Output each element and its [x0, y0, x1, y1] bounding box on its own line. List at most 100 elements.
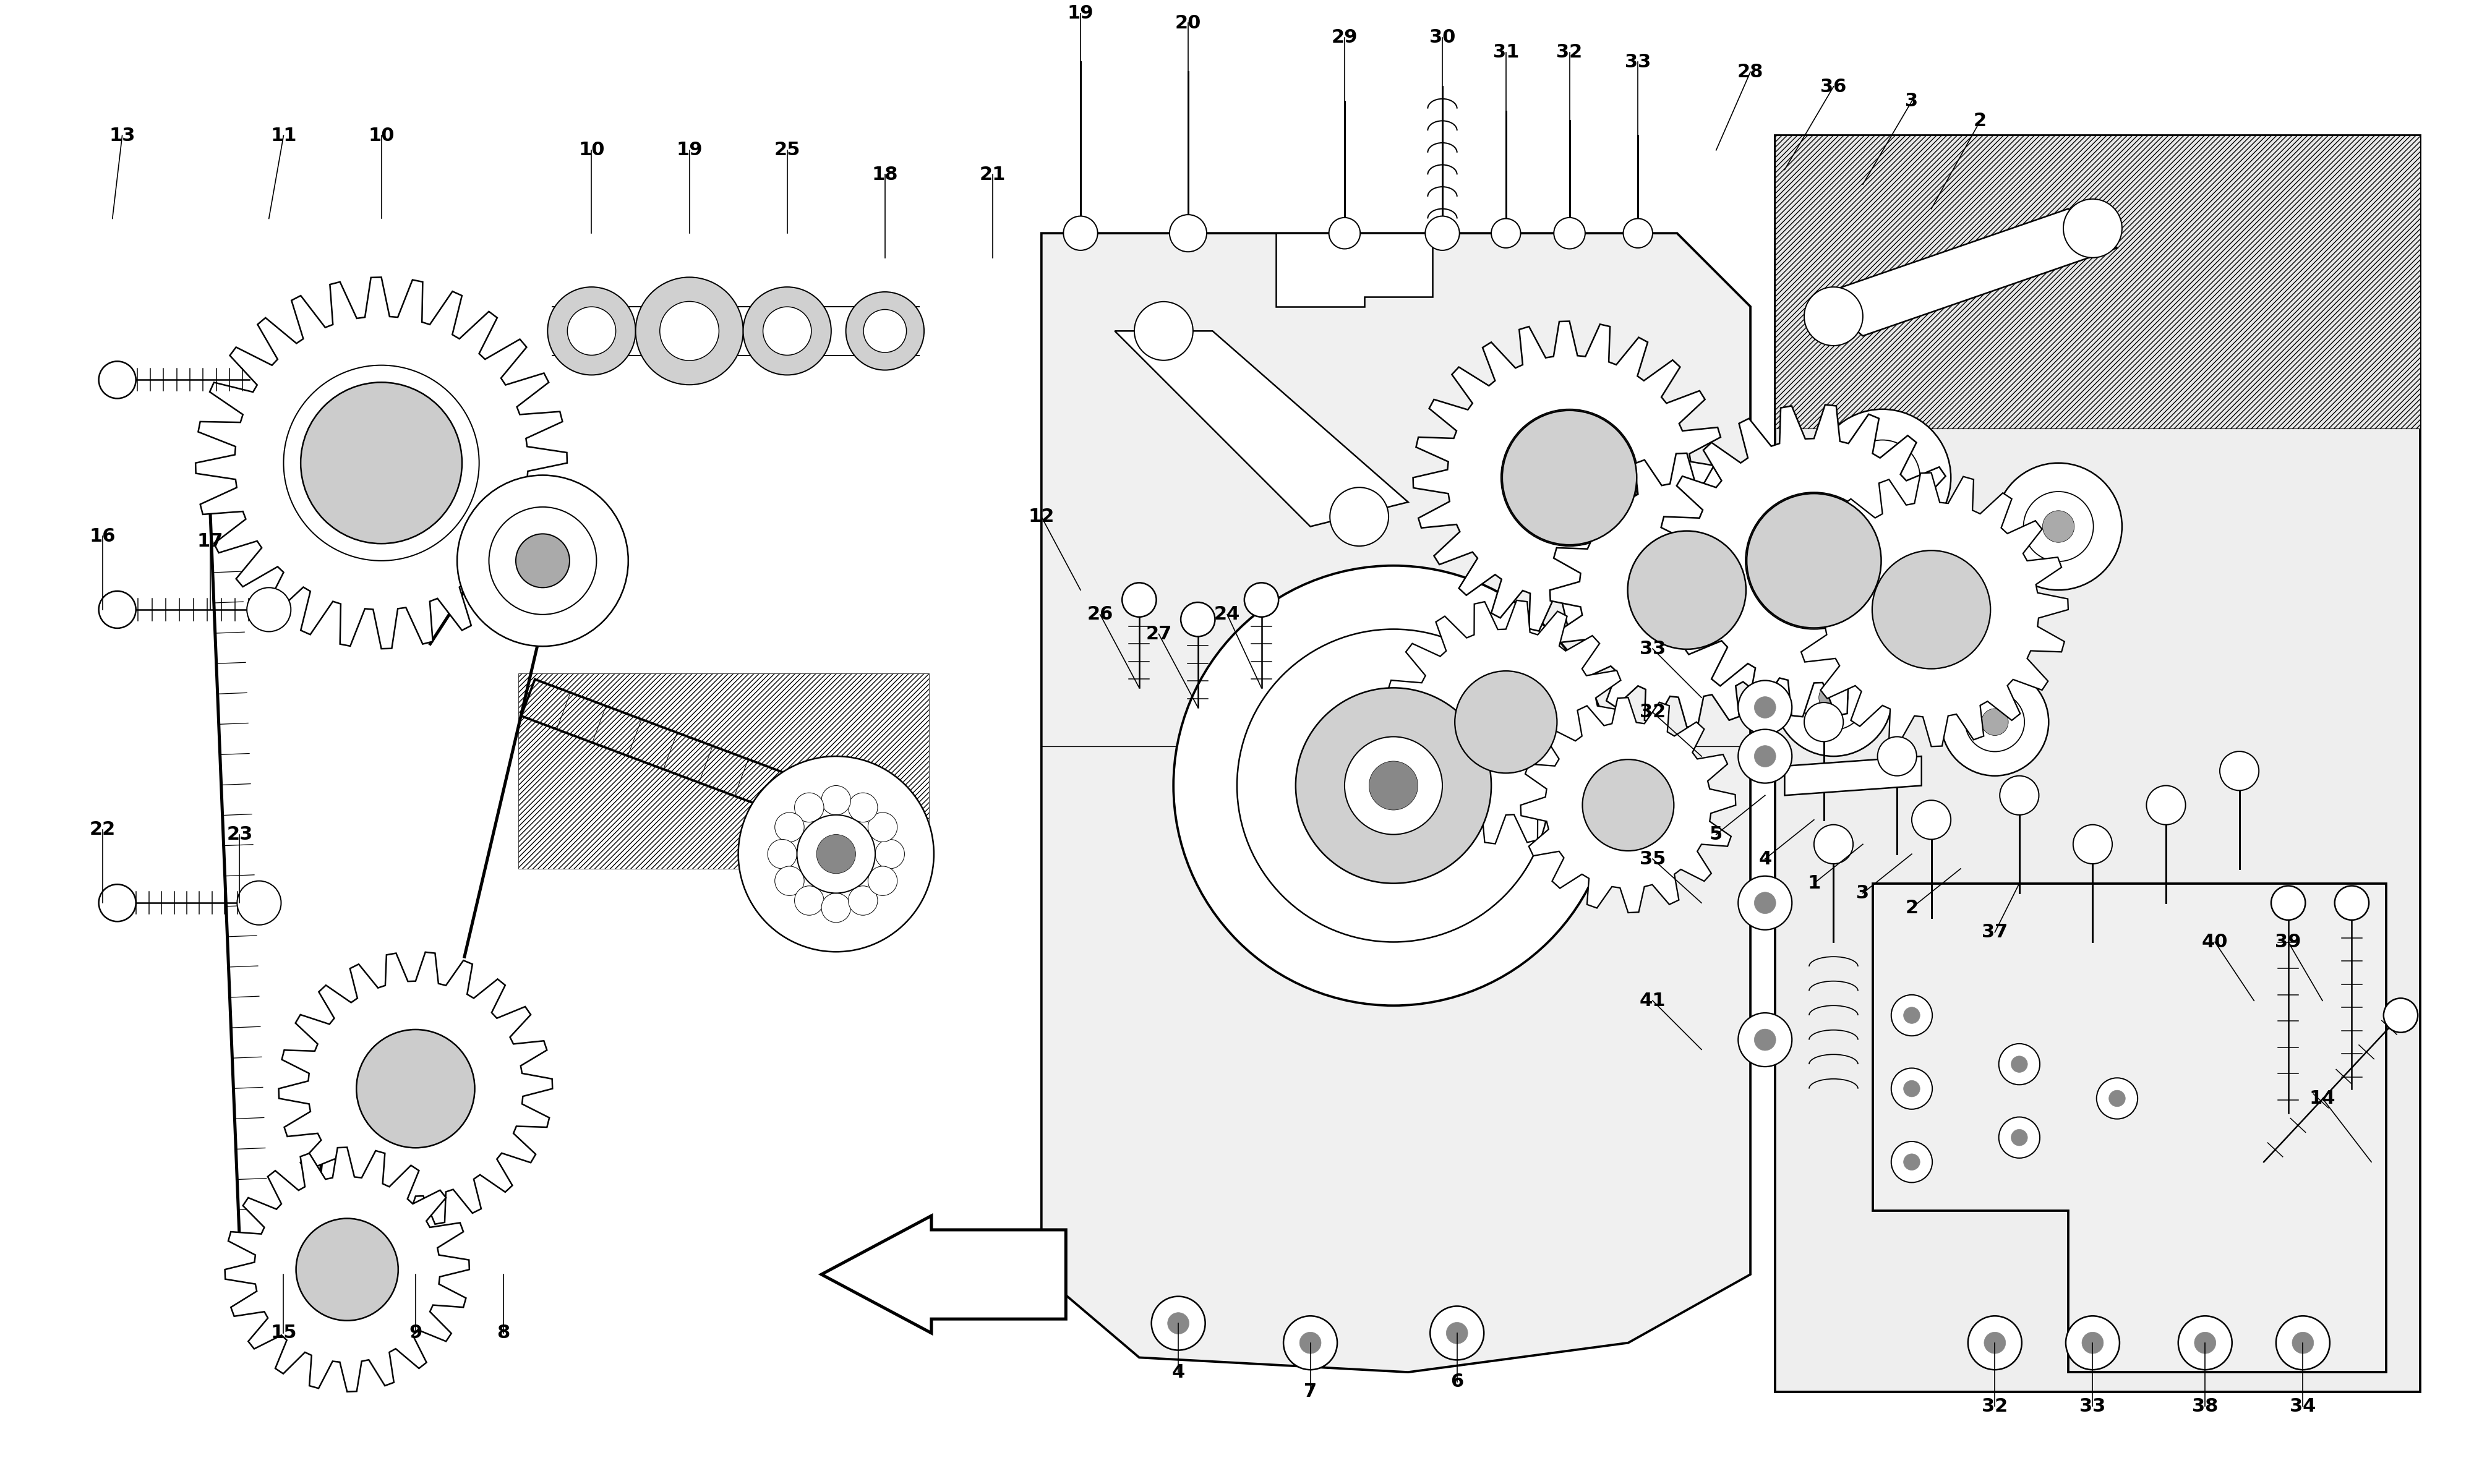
Circle shape — [99, 361, 136, 398]
Text: 39: 39 — [2276, 933, 2301, 951]
Circle shape — [2271, 886, 2306, 920]
Circle shape — [458, 475, 628, 646]
Text: 7: 7 — [1304, 1383, 1316, 1401]
Circle shape — [2194, 1333, 2217, 1353]
Circle shape — [849, 792, 878, 822]
Text: 34: 34 — [2291, 1398, 2316, 1416]
Circle shape — [1754, 745, 1776, 767]
Circle shape — [1754, 696, 1776, 718]
Circle shape — [846, 292, 925, 370]
Circle shape — [1999, 776, 2039, 815]
Polygon shape — [1813, 209, 2118, 335]
Circle shape — [356, 1030, 475, 1147]
Bar — [1774, 135, 2420, 429]
Text: 29: 29 — [1331, 28, 1358, 46]
Circle shape — [1244, 583, 1279, 617]
Circle shape — [1623, 218, 1653, 248]
Circle shape — [863, 310, 905, 353]
Circle shape — [1984, 1333, 2006, 1353]
Circle shape — [1331, 487, 1388, 546]
Circle shape — [1873, 551, 1989, 668]
Text: 3: 3 — [1905, 92, 1917, 110]
Circle shape — [742, 286, 831, 375]
Text: 19: 19 — [1066, 4, 1094, 22]
Text: 2: 2 — [1905, 899, 1917, 917]
Text: 24: 24 — [1215, 605, 1239, 623]
Circle shape — [1999, 1117, 2041, 1158]
Circle shape — [2063, 199, 2123, 258]
Circle shape — [1747, 493, 1883, 629]
Polygon shape — [1413, 321, 1727, 634]
Circle shape — [661, 301, 720, 361]
Circle shape — [1368, 761, 1418, 810]
Circle shape — [1865, 460, 1900, 494]
Circle shape — [99, 884, 136, 922]
Circle shape — [1912, 800, 1952, 840]
Circle shape — [302, 383, 463, 543]
Text: 4: 4 — [1759, 850, 1771, 868]
Text: 30: 30 — [1430, 28, 1455, 46]
Circle shape — [1813, 410, 1952, 546]
Circle shape — [285, 365, 480, 561]
Text: 16: 16 — [89, 527, 116, 545]
Circle shape — [1123, 583, 1155, 617]
Circle shape — [1994, 463, 2123, 591]
Text: 22: 22 — [89, 821, 116, 838]
Text: 28: 28 — [1737, 62, 1764, 82]
Text: 41: 41 — [1640, 991, 1665, 1009]
Circle shape — [1296, 687, 1492, 883]
Text: 5: 5 — [1710, 825, 1722, 843]
Circle shape — [2044, 510, 2073, 543]
Circle shape — [1942, 668, 2048, 776]
Text: 3: 3 — [1856, 884, 1870, 902]
Polygon shape — [1658, 405, 1969, 717]
Text: 12: 12 — [1029, 508, 1054, 525]
Circle shape — [1583, 761, 1672, 849]
Circle shape — [2011, 1129, 2029, 1146]
Polygon shape — [280, 953, 552, 1226]
Circle shape — [1779, 527, 1848, 595]
Text: 1: 1 — [1808, 874, 1821, 892]
Circle shape — [1813, 825, 1853, 864]
Circle shape — [1628, 531, 1747, 649]
Circle shape — [868, 812, 898, 841]
Circle shape — [1658, 561, 1717, 619]
Circle shape — [816, 834, 856, 874]
Circle shape — [1425, 217, 1460, 251]
Text: 8: 8 — [497, 1324, 510, 1342]
Circle shape — [1903, 1153, 1920, 1171]
Circle shape — [1455, 671, 1556, 773]
Text: 14: 14 — [2308, 1089, 2335, 1107]
Circle shape — [2147, 785, 2185, 825]
Polygon shape — [1116, 331, 1408, 527]
Circle shape — [2335, 886, 2370, 920]
Circle shape — [2011, 1057, 2029, 1073]
Circle shape — [2276, 1316, 2331, 1370]
Circle shape — [515, 534, 569, 588]
Circle shape — [1064, 217, 1098, 251]
Circle shape — [774, 812, 804, 841]
Circle shape — [1967, 1316, 2021, 1370]
Text: 32: 32 — [1982, 1398, 2009, 1416]
Polygon shape — [1784, 757, 1922, 795]
Circle shape — [2382, 999, 2417, 1033]
Circle shape — [1492, 218, 1522, 248]
Text: 13: 13 — [109, 126, 136, 144]
Circle shape — [299, 1221, 396, 1318]
Text: 37: 37 — [1982, 923, 2009, 941]
Circle shape — [737, 757, 933, 951]
Circle shape — [2219, 751, 2259, 791]
Text: 9: 9 — [408, 1324, 423, 1342]
Text: 2: 2 — [1974, 111, 1987, 129]
Text: 31: 31 — [1492, 43, 1519, 61]
Text: 4: 4 — [1173, 1364, 1185, 1382]
Circle shape — [1583, 760, 1675, 850]
Circle shape — [876, 840, 905, 868]
Circle shape — [322, 1245, 371, 1294]
Circle shape — [1903, 1080, 1920, 1097]
Text: 33: 33 — [2081, 1398, 2105, 1416]
Circle shape — [547, 286, 636, 375]
Circle shape — [2108, 1091, 2125, 1107]
Circle shape — [1502, 410, 1638, 546]
Text: 17: 17 — [198, 533, 223, 551]
